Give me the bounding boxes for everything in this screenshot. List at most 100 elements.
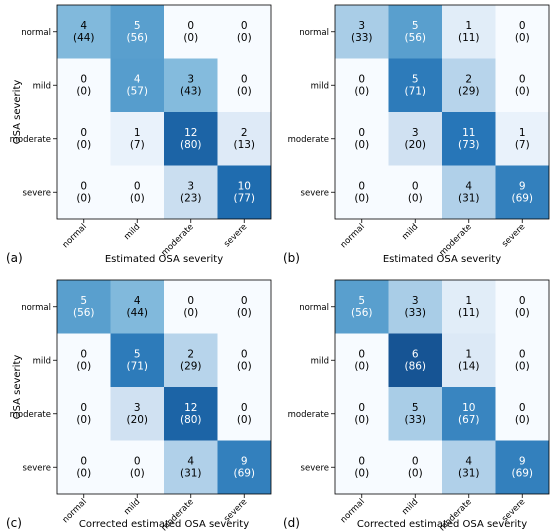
heatmap-cell	[442, 5, 496, 59]
cell-percent: (0)	[183, 307, 198, 319]
y-tick-label: severe	[301, 463, 329, 473]
x-tick-label: mild	[400, 222, 420, 242]
cell-count: 10	[462, 402, 475, 414]
cell-percent: (7)	[130, 139, 145, 151]
heatmap-cell	[388, 165, 442, 219]
heatmap-cell	[442, 58, 496, 112]
plot-frame	[56, 4, 272, 220]
cell-count: 6	[412, 348, 419, 360]
panel-label: (d)	[283, 516, 300, 530]
heatmap-cell	[110, 112, 164, 166]
cell-percent: (0)	[76, 85, 91, 97]
cell-percent: (56)	[73, 307, 95, 319]
heatmap-cell	[110, 165, 164, 219]
cell-count: 0	[241, 20, 248, 32]
cell-count: 12	[184, 402, 197, 414]
cell-percent: (0)	[76, 192, 91, 204]
cell-count: 0	[80, 402, 87, 414]
cell-count: 9	[519, 180, 526, 192]
heatmap-cell	[110, 5, 164, 59]
cell-percent: (67)	[458, 414, 480, 426]
cell-count: 0	[519, 20, 526, 32]
cell-percent: (13)	[233, 139, 255, 151]
y-tick-label: mild	[33, 81, 51, 91]
heatmap-cell	[335, 5, 389, 59]
x-axis-label: Estimated OSA severity	[383, 254, 501, 265]
cell-percent: (57)	[126, 85, 148, 97]
cell-count: 1	[519, 127, 526, 139]
heatmap-cell	[57, 440, 111, 494]
heatmap-cell	[110, 387, 164, 441]
cell-percent: (0)	[354, 467, 369, 479]
cell-count: 1	[134, 127, 141, 139]
y-tick-label: mild	[33, 356, 51, 366]
cell-percent: (0)	[515, 414, 530, 426]
cell-percent: (14)	[458, 360, 480, 372]
cell-percent: (0)	[237, 360, 252, 372]
cell-count: 5	[412, 402, 419, 414]
cell-percent: (0)	[76, 360, 91, 372]
panel-label: (c)	[6, 516, 22, 530]
panel-a: 4(44)5(56)0(0)0(0)0(0)4(57)3(43)0(0)0(0)…	[6, 4, 272, 265]
x-tick-label: mild	[122, 222, 142, 242]
cell-percent: (43)	[180, 85, 202, 97]
cell-count: 0	[519, 348, 526, 360]
cell-count: 0	[412, 180, 419, 192]
cell-count: 3	[187, 73, 194, 85]
x-tick-label: mild	[400, 497, 420, 517]
x-tick-label: normal	[339, 222, 367, 250]
heatmap-cell	[217, 58, 271, 112]
cell-count: 0	[358, 348, 365, 360]
cell-count: 0	[80, 180, 87, 192]
cell-count: 0	[241, 73, 248, 85]
cell-count: 1	[465, 348, 472, 360]
cell-percent: (20)	[404, 139, 426, 151]
cell-percent: (33)	[404, 307, 426, 319]
heatmap-cell	[388, 112, 442, 166]
cell-percent: (0)	[515, 85, 530, 97]
y-axis-label: OSA severity	[12, 355, 23, 420]
heatmap-cell	[164, 280, 218, 334]
cell-percent: (0)	[130, 467, 145, 479]
cell-count: 0	[358, 127, 365, 139]
y-tick-label: moderate	[10, 410, 51, 420]
cell-percent: (23)	[180, 192, 202, 204]
cell-count: 4	[134, 73, 141, 85]
cell-count: 5	[134, 348, 141, 360]
cell-percent: (69)	[233, 467, 255, 479]
heatmap-cell	[388, 387, 442, 441]
panel-d: 5(56)3(33)1(11)0(0)0(0)6(86)1(14)0(0)0(0…	[283, 279, 550, 532]
cell-count: 2	[187, 348, 194, 360]
heatmap-cell	[388, 440, 442, 494]
cell-count: 0	[358, 73, 365, 85]
cell-percent: (0)	[130, 192, 145, 204]
cell-percent: (0)	[183, 32, 198, 44]
cell-count: 2	[241, 127, 248, 139]
cell-count: 0	[134, 180, 141, 192]
cell-percent: (44)	[73, 32, 95, 44]
y-tick-label: moderate	[288, 135, 329, 145]
cell-count: 2	[465, 73, 472, 85]
cell-percent: (0)	[354, 85, 369, 97]
cell-percent: (0)	[515, 32, 530, 44]
heatmap-cell	[335, 112, 389, 166]
cell-count: 11	[462, 127, 475, 139]
cell-count: 5	[358, 295, 365, 307]
heatmap-cell	[495, 5, 549, 59]
cell-percent: (31)	[458, 467, 480, 479]
cell-percent: (11)	[458, 307, 480, 319]
plot-frame	[334, 4, 550, 220]
y-tick-label: normal	[21, 303, 51, 313]
cell-count: 0	[358, 180, 365, 192]
cell-percent: (0)	[408, 467, 423, 479]
cell-count: 0	[519, 295, 526, 307]
cell-percent: (0)	[237, 85, 252, 97]
cell-count: 0	[412, 455, 419, 467]
cell-percent: (0)	[515, 307, 530, 319]
heatmap-cell	[495, 333, 549, 387]
cell-count: 10	[238, 180, 251, 192]
heatmap-cell	[495, 58, 549, 112]
x-tick-label: moderate	[438, 222, 474, 258]
panel-label: (b)	[283, 251, 300, 265]
